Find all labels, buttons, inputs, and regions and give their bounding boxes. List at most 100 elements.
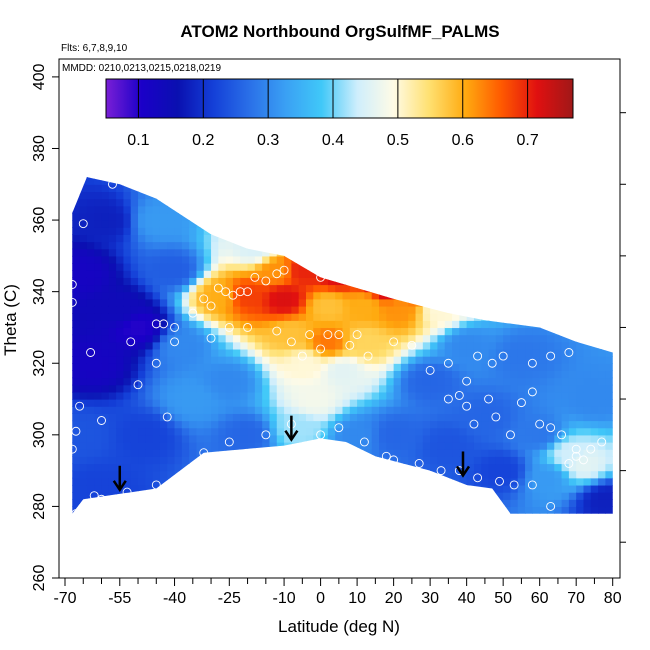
- heat-cell: [466, 506, 475, 514]
- heat-cell: [291, 506, 300, 514]
- heat-cell: [159, 399, 168, 407]
- heat-cell: [554, 291, 563, 300]
- heat-cell: [335, 313, 344, 321]
- heat-cell: [473, 492, 482, 500]
- heat-cell: [94, 456, 103, 465]
- heat-cell: [174, 356, 183, 364]
- heat-cell: [327, 241, 336, 250]
- heat-cell: [123, 406, 132, 414]
- heat-cell: [138, 255, 146, 264]
- heat-cell: [203, 263, 212, 271]
- heat-cell: [247, 198, 256, 207]
- heat-cell: [525, 334, 533, 343]
- sample-point: [516, 398, 526, 408]
- heat-cell: [167, 277, 176, 286]
- heat-cell: [305, 391, 314, 400]
- heat-cell: [386, 463, 395, 472]
- heat-cell: [466, 198, 475, 207]
- heat-cell: [247, 363, 256, 371]
- heat-cell: [94, 420, 103, 429]
- heat-cell: [583, 198, 592, 207]
- heat-cell: [364, 255, 373, 264]
- heat-cell: [605, 177, 613, 185]
- heat-cell: [510, 341, 519, 350]
- heat-cell: [408, 270, 417, 278]
- heat-cell: [284, 270, 292, 278]
- heat-cell: [568, 463, 577, 472]
- heat-cell: [612, 198, 613, 207]
- heat-cell: [605, 305, 613, 314]
- heat-cell: [539, 348, 548, 357]
- heat-cell: [101, 348, 110, 357]
- heat-cell: [422, 406, 431, 414]
- heat-cell: [211, 370, 219, 379]
- heat-cell: [152, 470, 161, 479]
- heat-cell: [349, 363, 358, 371]
- heat-cell: [247, 320, 256, 329]
- heat-cell: [342, 184, 351, 193]
- heat-cell: [262, 470, 271, 479]
- heat-cell: [349, 470, 358, 479]
- heat-cell: [116, 241, 125, 250]
- heat-cell: [247, 441, 256, 450]
- heat-cell: [415, 270, 424, 278]
- heat-cell: [116, 177, 125, 185]
- heat-cell: [568, 420, 577, 429]
- heat-cell: [276, 420, 285, 429]
- heat-cell: [452, 198, 460, 207]
- heat-cell: [320, 406, 329, 414]
- heat-cell: [145, 212, 154, 221]
- heat-cell: [189, 348, 198, 357]
- heat-cell: [79, 413, 88, 422]
- heat-cell: [379, 334, 387, 343]
- heat-cell: [247, 506, 256, 514]
- heat-cell: [495, 420, 504, 429]
- heat-cell: [473, 484, 482, 493]
- heat-cell: [444, 177, 453, 185]
- heat-cell: [320, 291, 329, 300]
- heat-cell: [145, 248, 154, 257]
- heat-cell: [539, 384, 548, 393]
- heat-cell: [466, 234, 475, 243]
- heat-cell: [211, 484, 219, 493]
- heat-cell: [452, 441, 460, 450]
- heat-cell: [605, 212, 613, 221]
- heat-cell: [254, 234, 263, 243]
- sample-point: [75, 401, 85, 411]
- heat-cell: [276, 384, 285, 393]
- heat-cell: [181, 348, 190, 357]
- heat-cell: [473, 441, 482, 450]
- heat-cell: [342, 434, 351, 443]
- heat-cell: [116, 506, 125, 514]
- x-tick-label: 40: [458, 590, 476, 607]
- heat-cell: [342, 413, 351, 422]
- heat-cell: [101, 477, 110, 486]
- heat-cell: [546, 377, 555, 386]
- heat-cell: [525, 391, 533, 400]
- heat-cell: [284, 227, 292, 235]
- heat-cell: [305, 313, 314, 321]
- heat-cell: [342, 255, 351, 264]
- heat-cell: [342, 234, 351, 243]
- heat-cell: [101, 205, 110, 214]
- heat-cell: [138, 384, 146, 393]
- heat-cell: [517, 399, 526, 407]
- heat-cell: [284, 399, 292, 407]
- heat-cell: [116, 406, 125, 414]
- heat-cell: [422, 449, 431, 457]
- heat-cell: [203, 184, 212, 193]
- heat-cell: [576, 499, 585, 508]
- heat-cell: [444, 263, 453, 271]
- heat-cell: [364, 499, 373, 508]
- heat-cell: [437, 334, 446, 343]
- heat-cell: [327, 263, 336, 271]
- heat-cell: [400, 391, 409, 400]
- heat-cell: [291, 212, 300, 221]
- heat-cell: [79, 263, 88, 271]
- heat-cell: [211, 198, 219, 207]
- heat-cell: [605, 477, 613, 486]
- heat-cell: [393, 205, 402, 214]
- heat-cell: [393, 284, 402, 293]
- heat-cell: [408, 456, 417, 465]
- heat-cell: [284, 456, 292, 465]
